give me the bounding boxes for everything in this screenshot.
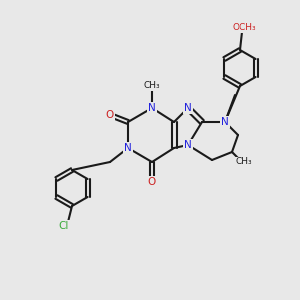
Text: N: N (184, 103, 192, 113)
Text: O: O (148, 177, 156, 187)
Text: Cl: Cl (59, 221, 69, 231)
Text: N: N (184, 140, 192, 150)
Text: CH₃: CH₃ (236, 158, 252, 166)
Text: CH₃: CH₃ (144, 82, 160, 91)
Text: N: N (221, 117, 229, 127)
Text: O: O (106, 110, 114, 120)
Text: N: N (124, 143, 132, 153)
Text: OCH₃: OCH₃ (232, 23, 256, 32)
Text: N: N (148, 103, 156, 113)
